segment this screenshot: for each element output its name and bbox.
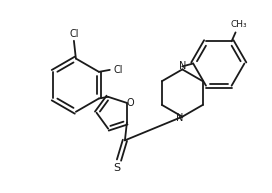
Text: CH₃: CH₃: [230, 20, 247, 29]
Text: Cl: Cl: [69, 29, 79, 39]
Text: N: N: [176, 113, 183, 123]
Text: Cl: Cl: [114, 65, 123, 75]
Text: S: S: [113, 163, 120, 173]
Text: O: O: [126, 98, 134, 108]
Text: N: N: [179, 61, 186, 71]
